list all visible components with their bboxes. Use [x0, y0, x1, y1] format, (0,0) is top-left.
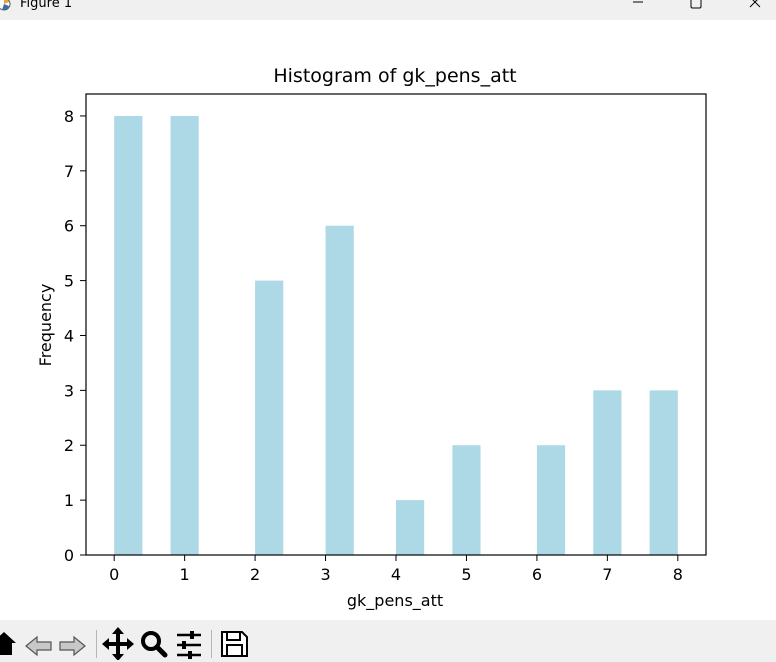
x-axis-label: gk_pens_att [347, 591, 443, 611]
histogram-bar [536, 445, 566, 555]
y-axis-label: Frequency [36, 284, 55, 367]
back-arrow-icon[interactable] [23, 626, 55, 660]
close-icon[interactable] [745, 0, 765, 10]
forward-arrow-icon[interactable] [56, 626, 88, 660]
navigation-toolbar [0, 620, 776, 662]
histogram-bar [649, 390, 678, 555]
toolbar-separator [211, 630, 212, 658]
move-icon[interactable] [102, 626, 134, 660]
x-tick-label: 4 [391, 565, 401, 584]
floppy-disk-icon[interactable] [218, 626, 250, 660]
x-tick-label: 2 [250, 565, 260, 584]
histogram-bar [255, 280, 284, 555]
histogram-bar [396, 500, 425, 555]
y-tick-label: 8 [64, 107, 74, 126]
x-tick-label: 3 [320, 565, 330, 584]
x-tick-label: 5 [461, 565, 471, 584]
matplotlib-icon [0, 0, 11, 11]
x-tick-label: 6 [532, 565, 542, 584]
x-tick-label: 8 [673, 565, 683, 584]
histogram-bar [452, 445, 481, 555]
minimize-icon[interactable] [628, 0, 648, 10]
histogram-bar [170, 115, 199, 555]
magnifier-icon[interactable] [138, 626, 170, 660]
y-tick-label: 4 [64, 326, 74, 345]
maximize-icon[interactable] [686, 0, 706, 10]
x-tick-label: 1 [180, 565, 190, 584]
y-tick-label: 5 [64, 272, 74, 291]
y-tick-label: 6 [64, 217, 74, 236]
y-tick-label: 1 [64, 491, 74, 510]
sliders-icon[interactable] [173, 626, 205, 660]
x-tick-label: 7 [602, 565, 612, 584]
histogram-chart: Histogram of gk_pens_att 0 1 2 3 4 5 6 7 8 0 1 2 3 4… [36, 65, 707, 611]
x-axis-ticks: 0 1 2 3 4 5 6 7 8 [109, 555, 683, 584]
histogram-bar [325, 225, 354, 555]
histogram-bar [593, 390, 622, 555]
y-tick-label: 3 [64, 381, 74, 400]
toolbar-separator [96, 630, 97, 658]
chart-title: Histogram of gk_pens_att [273, 65, 516, 87]
histogram-bar [114, 115, 143, 555]
bars-group [114, 115, 678, 555]
window-title: Figure 1 [20, 0, 73, 11]
home-icon[interactable] [0, 626, 20, 660]
x-tick-label: 0 [109, 565, 119, 584]
figure-canvas[interactable]: Histogram of gk_pens_att 0 1 2 3 4 5 6 7 8 0 1 2 3 4… [0, 20, 776, 620]
y-axis-ticks: 0 1 2 3 4 5 6 7 8 [64, 107, 86, 565]
y-tick-label: 2 [64, 436, 74, 455]
window-titlebar: Figure 1 [0, 0, 776, 20]
y-tick-label: 0 [64, 546, 74, 565]
y-tick-label: 7 [64, 162, 74, 181]
